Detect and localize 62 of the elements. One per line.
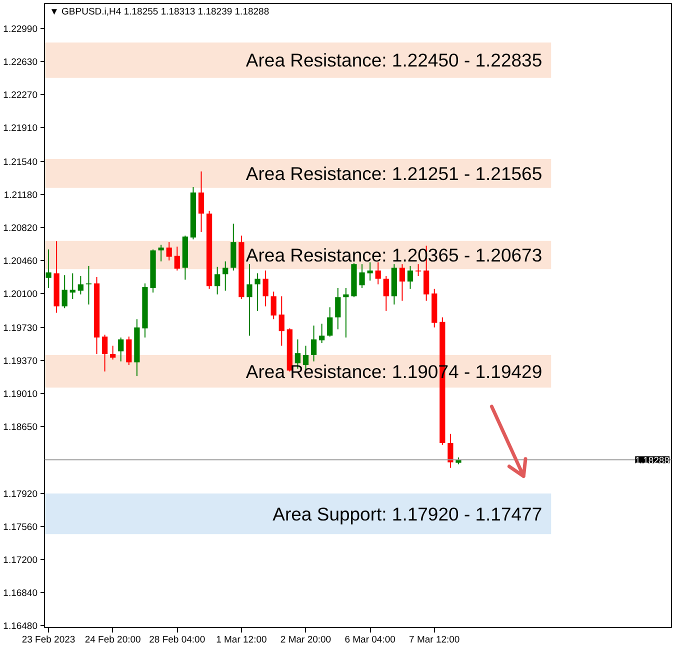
candlestick <box>310 325 317 362</box>
candlestick <box>86 265 92 305</box>
x-tick-label: 7 Mar 12:00 <box>409 634 460 646</box>
candlestick <box>415 264 422 277</box>
candlestick <box>270 291 276 320</box>
candlestick <box>214 266 220 295</box>
candlestick <box>118 337 124 362</box>
candlestick <box>158 244 164 262</box>
y-tick-label: 1.20820 <box>3 222 38 234</box>
ref-line-label: 1.18288 <box>635 455 670 466</box>
band-label: Area Resistance: 1.22450 - 1.22835 <box>246 50 542 71</box>
y-tick-label: 1.22630 <box>3 56 38 68</box>
y-tick-label: 1.17200 <box>3 555 38 566</box>
chart-title: ▼ GBPUSD.i,H4 1.18255 1.18313 1.18239 1.18288 <box>50 6 270 18</box>
x-tick-label: 2 Mar 20:00 <box>280 634 332 646</box>
y-tick-label: 1.16480 <box>3 621 38 632</box>
y-tick-label: 1.21180 <box>4 190 38 201</box>
y-tick-label: 1.19010 <box>3 389 38 400</box>
candlestick <box>78 276 84 295</box>
band-label: Area Support: 1.17920 - 1.17477 <box>272 503 542 524</box>
y-tick-label: 1.21910 <box>3 122 38 134</box>
candlestick <box>375 262 381 285</box>
candlestick <box>399 264 406 302</box>
candlestick <box>335 287 341 330</box>
y-tick-label: 1.16840 <box>3 588 38 600</box>
y-tick-label: 1.20460 <box>3 256 38 267</box>
candlestick <box>448 433 454 468</box>
candlestick <box>222 260 228 292</box>
candlestick <box>166 242 172 261</box>
candlestick <box>262 270 268 307</box>
y-tick-label: 1.17560 <box>3 522 38 534</box>
candlestick <box>126 336 132 366</box>
y-tick-label: 1.18650 <box>3 422 38 434</box>
y-tick-label: 1.19730 <box>3 322 38 334</box>
x-tick-label: 28 Feb 04:00 <box>149 634 206 646</box>
candlestick <box>174 246 180 272</box>
candlestick <box>254 272 260 312</box>
candlestick <box>359 264 365 288</box>
y-tick-label: 1.21540 <box>3 156 38 168</box>
y-tick-label: 1.20100 <box>3 288 38 300</box>
candlestick <box>327 306 333 338</box>
x-tick-label: 6 Mar 04:00 <box>344 634 396 646</box>
y-tick-label: 1.17920 <box>3 489 38 500</box>
candlestick <box>102 334 108 372</box>
x-tick-label: 24 Feb 20:00 <box>84 634 141 646</box>
x-tick-label: 1 Mar 12:00 <box>216 634 267 646</box>
candlestick <box>198 170 204 232</box>
candlestick <box>246 264 252 336</box>
candlestick <box>278 296 284 346</box>
candlestick <box>62 274 68 309</box>
candlestick <box>407 265 414 290</box>
candlestick <box>110 345 116 360</box>
candlestick <box>343 287 349 338</box>
y-tick-label: 1.19370 <box>3 356 38 367</box>
x-tick-label: 23 Feb 2023 <box>22 634 76 646</box>
candlestick <box>46 248 52 288</box>
candlestick <box>367 262 373 282</box>
y-tick-label: 1.22990 <box>3 24 38 35</box>
candlestick <box>319 323 325 344</box>
y-tick-label: 1.22270 <box>3 90 38 101</box>
candlestick <box>383 276 389 312</box>
band-label: Area Resistance: 1.21251 - 1.21565 <box>246 162 542 184</box>
